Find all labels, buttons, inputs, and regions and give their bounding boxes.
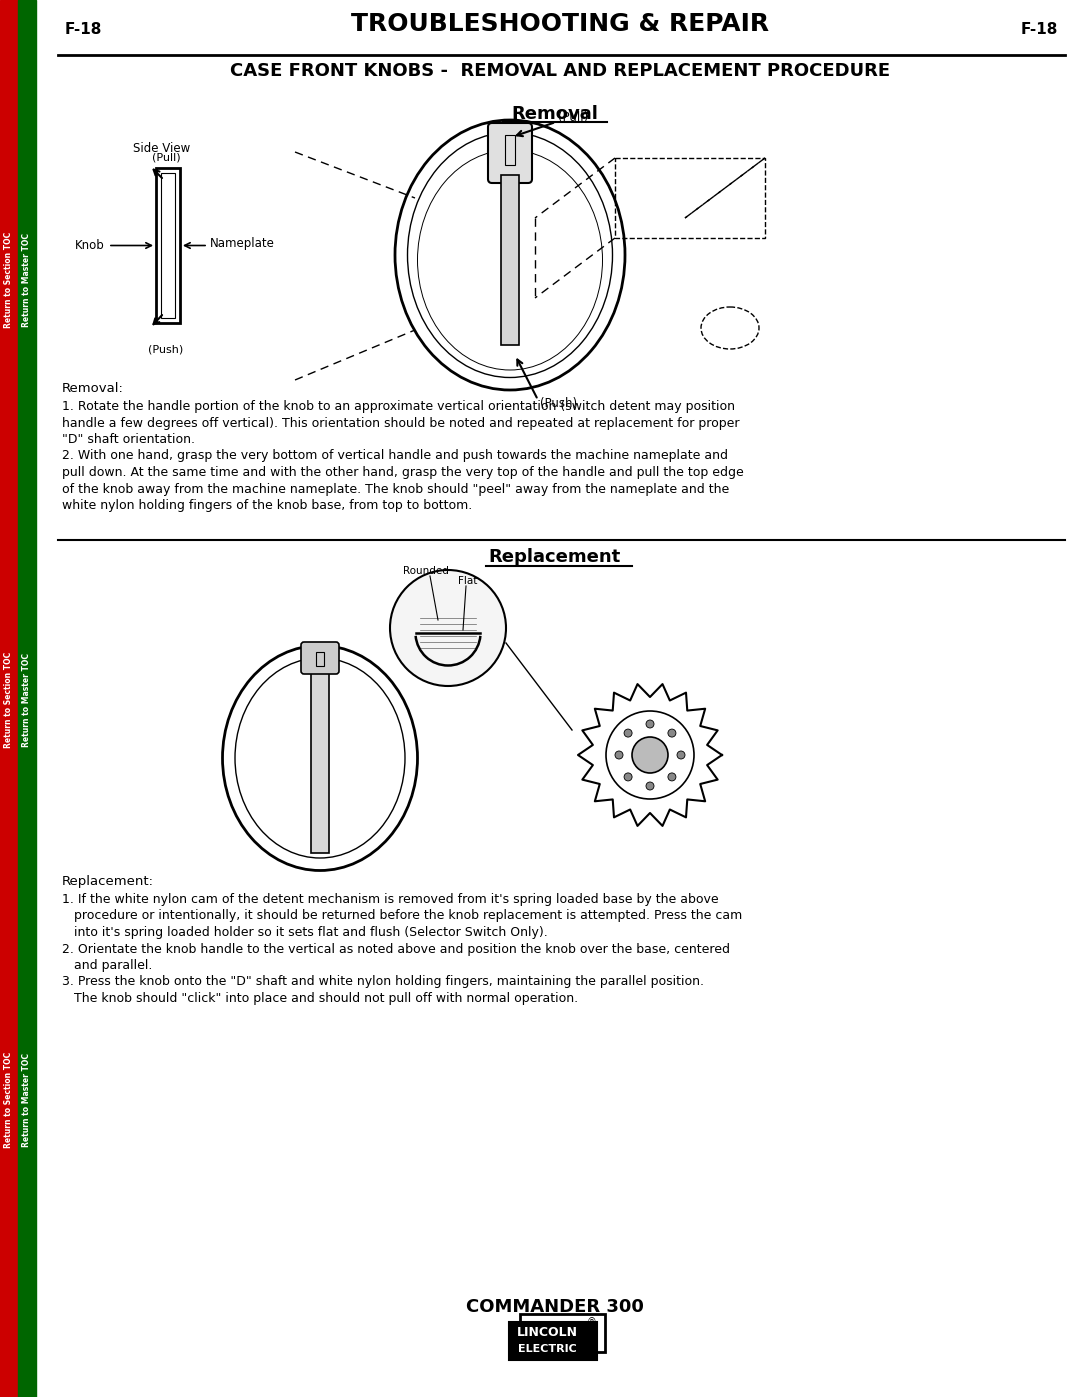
Bar: [615, 158, 765, 237]
Text: and parallel.: and parallel.: [62, 958, 152, 972]
Text: Replacement: Replacement: [489, 548, 621, 566]
Text: of the knob away from the machine nameplate. The knob should "peel" away from th: of the knob away from the machine namepl…: [62, 482, 729, 496]
Text: into it's spring loaded holder so it sets flat and flush (Selector Switch Only).: into it's spring loaded holder so it set…: [62, 926, 548, 939]
Text: Return to Master TOC: Return to Master TOC: [23, 652, 31, 747]
Circle shape: [390, 570, 507, 686]
Text: ELECTRIC: ELECTRIC: [517, 1344, 577, 1354]
FancyBboxPatch shape: [301, 643, 339, 673]
Circle shape: [632, 738, 669, 773]
Text: (Pull): (Pull): [558, 110, 589, 123]
Bar: [505, 136, 515, 165]
Circle shape: [624, 773, 632, 781]
Text: procedure or intentionally, it should be returned before the knob replacement is: procedure or intentionally, it should be…: [62, 909, 742, 922]
Text: (Push): (Push): [540, 397, 577, 409]
FancyBboxPatch shape: [488, 123, 532, 183]
Text: LINCOLN: LINCOLN: [516, 1327, 578, 1340]
Text: Rounded: Rounded: [403, 566, 449, 576]
Text: 2. With one hand, grasp the very bottom of vertical handle and push towards the : 2. With one hand, grasp the very bottom …: [62, 450, 728, 462]
Bar: [0, 0, 18, 1397]
Circle shape: [677, 752, 685, 759]
Bar: [519, 1315, 605, 1352]
Circle shape: [646, 782, 654, 789]
Text: Return to Master TOC: Return to Master TOC: [23, 1053, 31, 1147]
Circle shape: [667, 729, 676, 738]
Text: 1. If the white nylon cam of the detent mechanism is removed from it's spring lo: 1. If the white nylon cam of the detent …: [62, 893, 718, 907]
Circle shape: [667, 773, 676, 781]
Text: COMMANDER 300: COMMANDER 300: [467, 1298, 644, 1316]
Text: Return to Master TOC: Return to Master TOC: [23, 233, 31, 327]
Circle shape: [646, 719, 654, 728]
Bar: [316, 652, 324, 666]
Text: 3. Press the knob onto the "D" shaft and white nylon holding fingers, maintainin: 3. Press the knob onto the "D" shaft and…: [62, 975, 704, 989]
Text: handle a few degrees off vertical). This orientation should be noted and repeate: handle a few degrees off vertical). This…: [62, 416, 740, 429]
Bar: [161, 173, 175, 319]
Text: ®: ®: [586, 1317, 596, 1327]
Bar: [501, 175, 519, 345]
Text: 1. Rotate the handle portion of the knob to an approximate vertical orientation : 1. Rotate the handle portion of the knob…: [62, 400, 735, 414]
Text: Flat: Flat: [458, 576, 477, 585]
Text: pull down. At the same time and with the other hand, grasp the very top of the h: pull down. At the same time and with the…: [62, 467, 744, 479]
Text: Side View: Side View: [133, 142, 191, 155]
Text: Removal:: Removal:: [62, 381, 124, 395]
Text: 2. Orientate the knob handle to the vertical as noted above and position the kno: 2. Orientate the knob handle to the vert…: [62, 943, 730, 956]
Text: CASE FRONT KNOBS -  REMOVAL AND REPLACEMENT PROCEDURE: CASE FRONT KNOBS - REMOVAL AND REPLACEME…: [230, 61, 890, 80]
Bar: [509, 1322, 597, 1361]
Text: Nameplate: Nameplate: [210, 237, 275, 250]
Text: Removal: Removal: [512, 105, 598, 123]
Bar: [18, 0, 36, 1397]
Text: "D" shaft orientation.: "D" shaft orientation.: [62, 433, 195, 446]
Bar: [311, 664, 329, 854]
Circle shape: [615, 752, 623, 759]
Text: The knob should "click" into place and should not pull off with normal operation: The knob should "click" into place and s…: [62, 992, 578, 1004]
Text: Return to Section TOC: Return to Section TOC: [4, 652, 14, 749]
Text: Return to Section TOC: Return to Section TOC: [4, 232, 14, 328]
Bar: [156, 168, 180, 323]
Text: (Pull): (Pull): [151, 152, 180, 162]
Text: TROUBLESHOOTING & REPAIR: TROUBLESHOOTING & REPAIR: [351, 13, 769, 36]
Text: Return to Section TOC: Return to Section TOC: [4, 1052, 14, 1148]
Text: F-18: F-18: [1021, 22, 1058, 36]
Text: F-18: F-18: [65, 22, 103, 36]
Circle shape: [624, 729, 632, 738]
Text: white nylon holding fingers of the knob base, from top to bottom.: white nylon holding fingers of the knob …: [62, 499, 472, 511]
Text: Replacement:: Replacement:: [62, 875, 154, 888]
Text: Knob: Knob: [76, 239, 105, 251]
Text: (Push): (Push): [148, 345, 184, 355]
